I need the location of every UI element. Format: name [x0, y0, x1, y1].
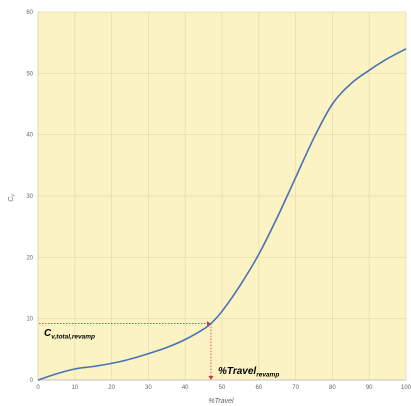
vertical-guide-arrow: [208, 376, 214, 380]
y-tick-label: 50: [26, 71, 33, 77]
tick-labels: 0 10 20 30 40 50 60 70 80 90 100 0 10 20 30 40 50 60: [26, 10, 411, 391]
x-axis-title: %Travel: [208, 398, 234, 405]
y-axis-title-sub: v: [11, 194, 17, 197]
x-tick-label: 90: [366, 385, 373, 391]
x-tick-label: 100: [401, 385, 411, 391]
x-tick-label: 20: [108, 385, 115, 391]
y-tick-label: 40: [26, 133, 33, 139]
axes: [37, 12, 406, 381]
cv-curve: [37, 48, 407, 381]
y-axis-title-main: C: [8, 196, 15, 202]
travel-annotation-main: %Travel: [218, 366, 256, 377]
cv-annotation-main: C: [44, 328, 52, 339]
x-tick-label: 30: [145, 385, 152, 391]
travel-annotation: %Travelrevamp: [218, 366, 279, 379]
x-tick-label: 40: [182, 385, 189, 391]
y-tick-label: 0: [30, 378, 34, 384]
x-tick-label: 50: [219, 385, 226, 391]
y-tick-label: 60: [26, 10, 33, 16]
horizontal-guide-arrow: [206, 321, 211, 327]
x-tick-label: 0: [36, 385, 40, 391]
y-tick-label: 20: [26, 255, 33, 261]
x-tick-label: 80: [329, 385, 336, 391]
travel-annotation-sub: revamp: [256, 372, 279, 379]
y-tick-label: 30: [26, 194, 33, 200]
x-tick-label: 70: [292, 385, 299, 391]
gridlines: [37, 11, 407, 381]
cv-annotation: Cv,total,revamp: [44, 328, 95, 341]
y-tick-label: 10: [26, 317, 33, 323]
x-tick-label: 60: [255, 385, 262, 391]
series-group: [37, 48, 407, 381]
guide-lines: [39, 321, 214, 380]
y-axis-title: Cv: [8, 194, 17, 202]
x-tick-label: 10: [71, 385, 78, 391]
cv-annotation-sub: v,total,revamp: [51, 334, 95, 341]
